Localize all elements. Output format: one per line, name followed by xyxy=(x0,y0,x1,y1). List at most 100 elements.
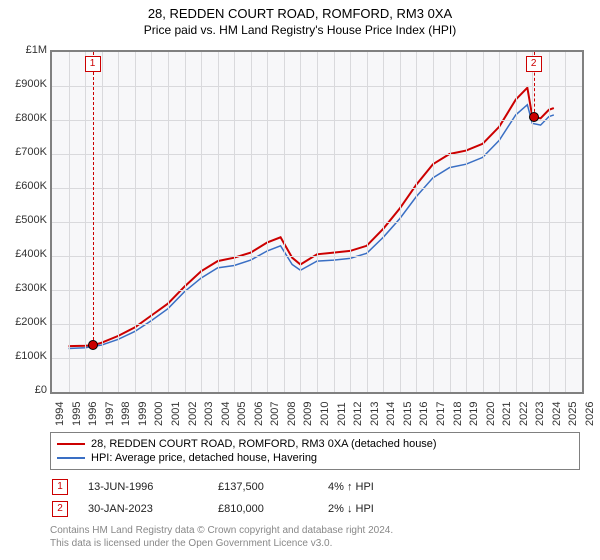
grid-line-vertical xyxy=(267,52,268,392)
transaction-row: 230-JAN-2023£810,0002% ↓ HPI xyxy=(50,498,580,520)
x-tick-label: 1999 xyxy=(137,402,149,426)
grid-line-vertical xyxy=(499,52,500,392)
x-tick-label: 2010 xyxy=(319,402,331,426)
x-tick-label: 2020 xyxy=(485,402,497,426)
x-tick-label: 2012 xyxy=(352,402,364,426)
x-tick-label: 2007 xyxy=(269,402,281,426)
x-tick-label: 1998 xyxy=(120,402,132,426)
x-tick-label: 2023 xyxy=(534,402,546,426)
y-tick-label: £300K xyxy=(2,282,47,294)
grid-line-vertical xyxy=(234,52,235,392)
grid-line-vertical xyxy=(367,52,368,392)
legend-swatch xyxy=(57,457,85,459)
x-tick-label: 2006 xyxy=(253,402,265,426)
grid-line-vertical xyxy=(284,52,285,392)
transaction-row: 113-JUN-1996£137,5004% ↑ HPI xyxy=(50,476,580,498)
transaction-marker-box: 1 xyxy=(52,479,68,495)
grid-line-vertical xyxy=(85,52,86,392)
x-tick-label: 2001 xyxy=(170,402,182,426)
legend-item: 28, REDDEN COURT ROAD, ROMFORD, RM3 0XA … xyxy=(57,437,573,451)
grid-line-vertical xyxy=(251,52,252,392)
grid-line-vertical xyxy=(185,52,186,392)
grid-line-vertical xyxy=(350,52,351,392)
x-tick-label: 1995 xyxy=(71,402,83,426)
grid-line-vertical xyxy=(135,52,136,392)
series-line xyxy=(69,88,554,346)
grid-line-vertical xyxy=(168,52,169,392)
grid-line-vertical xyxy=(400,52,401,392)
y-tick-label: £900K xyxy=(2,78,47,90)
marker-dot xyxy=(529,112,539,122)
x-tick-label: 2003 xyxy=(203,402,215,426)
y-tick-label: £400K xyxy=(2,248,47,260)
x-tick-label: 2025 xyxy=(567,402,579,426)
grid-line-vertical xyxy=(549,52,550,392)
x-tick-label: 2026 xyxy=(584,402,596,426)
grid-line-vertical xyxy=(118,52,119,392)
legend-and-footer: 28, REDDEN COURT ROAD, ROMFORD, RM3 0XA … xyxy=(50,432,580,550)
transaction-date: 30-JAN-2023 xyxy=(88,503,198,515)
grid-line-vertical xyxy=(69,52,70,392)
y-tick-label: £500K xyxy=(2,214,47,226)
y-tick-label: £200K xyxy=(2,316,47,328)
y-tick-label: £1M xyxy=(2,44,47,56)
chart-container: 28, REDDEN COURT ROAD, ROMFORD, RM3 0XA … xyxy=(0,0,600,560)
grid-line-vertical xyxy=(483,52,484,392)
grid-line-vertical xyxy=(433,52,434,392)
attribution-text: Contains HM Land Registry data © Crown c… xyxy=(50,520,580,550)
attribution-line-2: This data is licensed under the Open Gov… xyxy=(50,537,580,550)
x-tick-label: 1997 xyxy=(104,402,116,426)
grid-line-vertical xyxy=(102,52,103,392)
marker-number-box: 2 xyxy=(526,56,542,72)
chart-title: 28, REDDEN COURT ROAD, ROMFORD, RM3 0XA xyxy=(0,0,600,21)
grid-line-vertical xyxy=(565,52,566,392)
grid-line-vertical xyxy=(516,52,517,392)
grid-line-vertical xyxy=(317,52,318,392)
legend-box: 28, REDDEN COURT ROAD, ROMFORD, RM3 0XA … xyxy=(50,432,580,470)
y-tick-label: £100K xyxy=(2,350,47,362)
legend-label: 28, REDDEN COURT ROAD, ROMFORD, RM3 0XA … xyxy=(91,438,437,450)
grid-line-vertical xyxy=(383,52,384,392)
attribution-line-1: Contains HM Land Registry data © Crown c… xyxy=(50,524,580,537)
x-tick-label: 2013 xyxy=(369,402,381,426)
transaction-price: £810,000 xyxy=(218,503,308,515)
x-tick-label: 2017 xyxy=(435,402,447,426)
x-tick-label: 2016 xyxy=(418,402,430,426)
x-tick-label: 2024 xyxy=(551,402,563,426)
x-tick-label: 2014 xyxy=(385,402,397,426)
legend-swatch xyxy=(57,443,85,445)
grid-line-vertical xyxy=(416,52,417,392)
x-tick-label: 2018 xyxy=(452,402,464,426)
legend-item: HPI: Average price, detached house, Have… xyxy=(57,451,573,465)
x-tick-label: 2008 xyxy=(286,402,298,426)
x-tick-label: 2011 xyxy=(336,402,348,426)
x-tick-label: 1994 xyxy=(54,402,66,426)
legend-label: HPI: Average price, detached house, Have… xyxy=(91,452,317,464)
y-tick-label: £600K xyxy=(2,180,47,192)
marker-dot xyxy=(88,340,98,350)
grid-line-vertical xyxy=(466,52,467,392)
transaction-rows: 113-JUN-1996£137,5004% ↑ HPI230-JAN-2023… xyxy=(50,470,580,520)
grid-line-vertical xyxy=(334,52,335,392)
marker-number-box: 1 xyxy=(85,56,101,72)
x-tick-label: 2022 xyxy=(518,402,530,426)
x-tick-label: 2019 xyxy=(468,402,480,426)
chart-subtitle: Price paid vs. HM Land Registry's House … xyxy=(0,21,600,37)
x-tick-label: 2002 xyxy=(187,402,199,426)
plot-area: 12 xyxy=(50,50,584,394)
grid-line-vertical xyxy=(201,52,202,392)
transaction-price: £137,500 xyxy=(218,481,308,493)
marker-vertical-line xyxy=(93,52,94,345)
y-tick-label: £700K xyxy=(2,146,47,158)
grid-line-vertical xyxy=(300,52,301,392)
x-tick-label: 2005 xyxy=(236,402,248,426)
transaction-hpi-diff: 4% ↑ HPI xyxy=(328,481,374,493)
x-tick-label: 1996 xyxy=(87,402,99,426)
series-line xyxy=(69,105,554,349)
transaction-marker-box: 2 xyxy=(52,501,68,517)
x-tick-label: 2021 xyxy=(501,402,513,426)
x-tick-label: 2000 xyxy=(153,402,165,426)
y-tick-label: £0 xyxy=(2,384,47,396)
x-tick-label: 2009 xyxy=(302,402,314,426)
y-tick-label: £800K xyxy=(2,112,47,124)
